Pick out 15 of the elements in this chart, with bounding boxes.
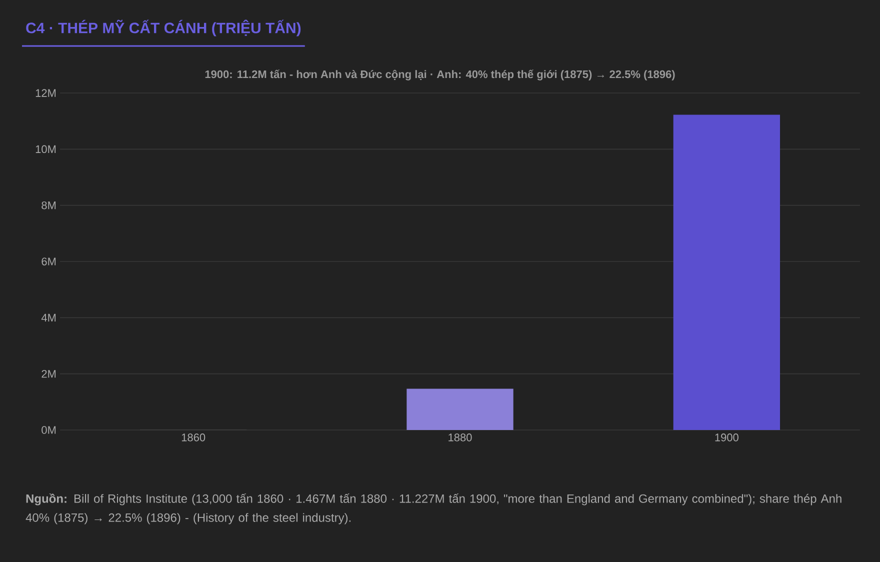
chart-subtitle: 1900: 11.2M tấn - hơn Anh và Đức cộng lại · Anh: 40% thép thế giới (1875) → 22.5% (1896) [205, 70, 675, 80]
y-tick-label: 0M [42, 426, 56, 434]
y-tick-label: 8M [42, 201, 56, 210]
y-tick-label: 6M [42, 258, 56, 266]
chart-title: C4 · THÉP MỸ CẤT CÁNH (TRIỆU TẤN) [26, 20, 301, 36]
y-tick-label: 4M [41, 314, 56, 322]
y-tick-label: 10M [36, 145, 56, 154]
x-tick-label: 1860 [182, 434, 206, 442]
text: Nguồn: Bill of Rights Institute (13,000 tấn 1860 · 1.467M tấn 1880 · 11.227M tấn 1900, "more than England and Germany combined"); share thép Anh 40% (1875) → 22.5% (1896) - (History of the steel industry). [26, 494, 842, 524]
y-tick-label: 12M [36, 89, 56, 97]
bar [673, 114, 780, 430]
y-tick-label: 2M [42, 370, 56, 378]
x-tick-label: 1880 [448, 434, 472, 442]
x-tick-label: 1900 [715, 434, 738, 442]
bar [406, 388, 514, 430]
